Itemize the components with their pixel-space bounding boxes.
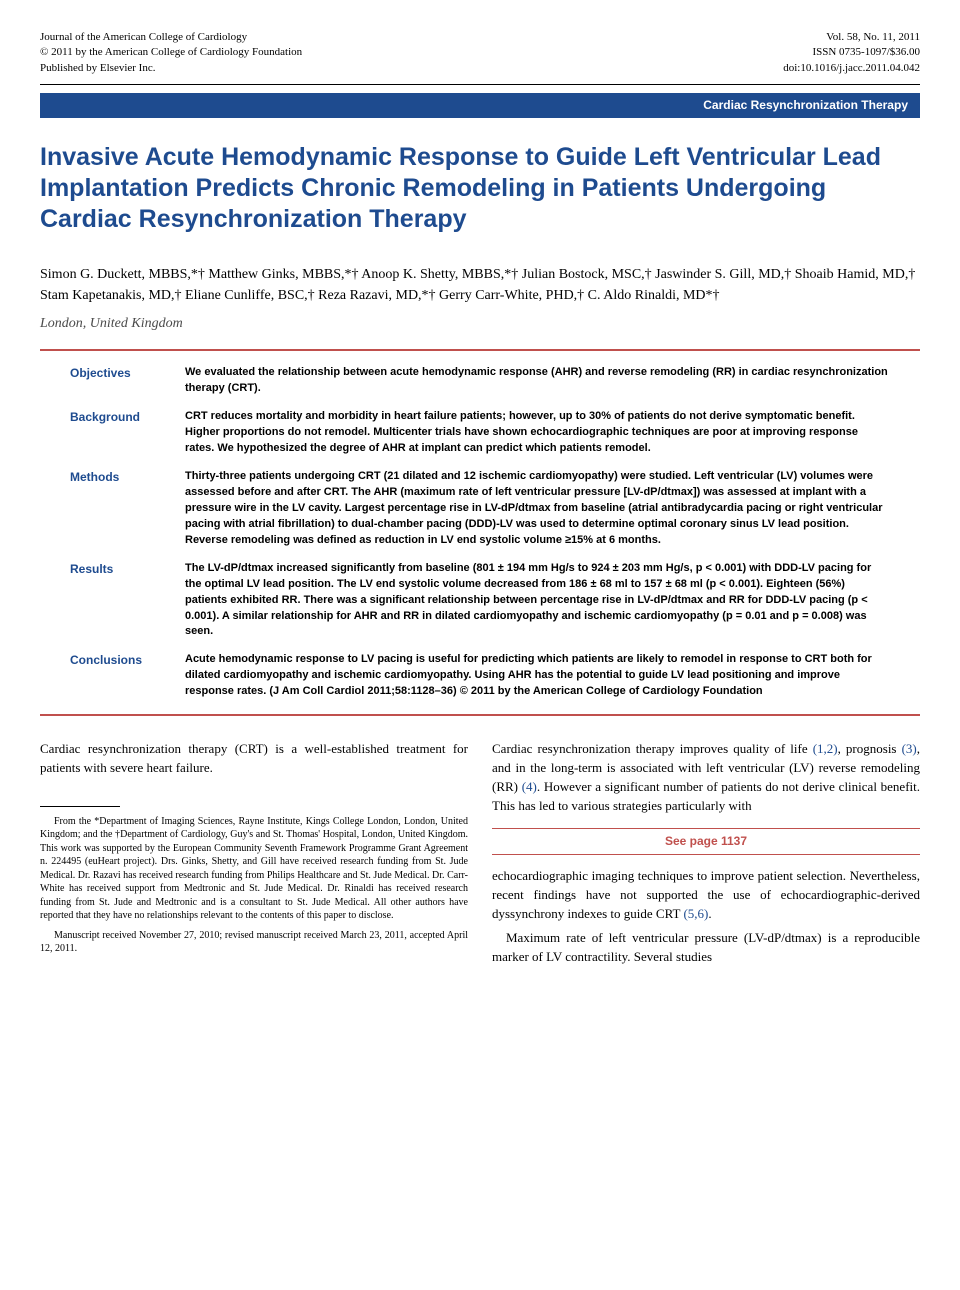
body-para-1: Cardiac resynchronization therapy (CRT) … bbox=[40, 740, 468, 778]
see-page-callout[interactable]: See page 1137 bbox=[492, 828, 920, 855]
abstract-objectives: Objectives We evaluated the relationship… bbox=[70, 365, 890, 397]
body-para-4: Maximum rate of left ventricular pressur… bbox=[492, 929, 920, 967]
header-right: Vol. 58, No. 11, 2011 ISSN 0735-1097/$36… bbox=[783, 30, 920, 76]
journal-header: Journal of the American College of Cardi… bbox=[40, 30, 920, 85]
methods-text: Thirty-three patients undergoing CRT (21… bbox=[185, 469, 890, 549]
body-para-3: echocardiographic imaging techniques to … bbox=[492, 867, 920, 924]
body-para-2: Cardiac resynchronization therapy improv… bbox=[492, 740, 920, 815]
abstract-conclusions: Conclusions Acute hemodynamic response t… bbox=[70, 652, 890, 700]
article-title: Invasive Acute Hemodynamic Response to G… bbox=[40, 142, 920, 236]
doi-line: doi:10.1016/j.jacc.2011.04.042 bbox=[783, 61, 920, 76]
background-text: CRT reduces mortality and morbidity in h… bbox=[185, 409, 890, 457]
left-column: Cardiac resynchronization therapy (CRT) … bbox=[40, 740, 468, 973]
abstract-background: Background CRT reduces mortality and mor… bbox=[70, 409, 890, 457]
structured-abstract: Objectives We evaluated the relationship… bbox=[40, 349, 920, 716]
header-left: Journal of the American College of Cardi… bbox=[40, 30, 302, 76]
volume-issue: Vol. 58, No. 11, 2011 bbox=[783, 30, 920, 45]
right-column: Cardiac resynchronization therapy improv… bbox=[492, 740, 920, 973]
abstract-results: Results The LV-dP/dtmax increased signif… bbox=[70, 561, 890, 641]
publisher-line: Published by Elsevier Inc. bbox=[40, 61, 302, 76]
ref-link-4[interactable]: (4) bbox=[522, 779, 537, 794]
methods-label: Methods bbox=[70, 469, 185, 549]
results-text: The LV-dP/dtmax increased significantly … bbox=[185, 561, 890, 641]
ref-link-5-6[interactable]: (5,6) bbox=[683, 906, 708, 921]
issn-line: ISSN 0735-1097/$36.00 bbox=[783, 45, 920, 60]
affiliation-footnote: From the *Department of Imaging Sciences… bbox=[40, 815, 468, 923]
conclusions-text: Acute hemodynamic response to LV pacing … bbox=[185, 652, 890, 700]
objectives-label: Objectives bbox=[70, 365, 185, 397]
ref-link-3[interactable]: (3) bbox=[902, 741, 917, 756]
objectives-text: We evaluated the relationship between ac… bbox=[185, 365, 890, 397]
journal-name: Journal of the American College of Cardi… bbox=[40, 30, 302, 45]
results-label: Results bbox=[70, 561, 185, 641]
section-bar: Cardiac Resynchronization Therapy bbox=[40, 93, 920, 118]
author-list: Simon G. Duckett, MBBS,*† Matthew Ginks,… bbox=[40, 264, 920, 306]
abstract-methods: Methods Thirty-three patients undergoing… bbox=[70, 469, 890, 549]
background-label: Background bbox=[70, 409, 185, 457]
ref-link-1-2[interactable]: (1,2) bbox=[813, 741, 838, 756]
author-location: London, United Kingdom bbox=[40, 314, 920, 334]
body-columns: Cardiac resynchronization therapy (CRT) … bbox=[40, 740, 920, 973]
conclusions-label: Conclusions bbox=[70, 652, 185, 700]
footnote-separator bbox=[40, 806, 120, 807]
manuscript-dates-footnote: Manuscript received November 27, 2010; r… bbox=[40, 929, 468, 956]
copyright-line: © 2011 by the American College of Cardio… bbox=[40, 45, 302, 60]
